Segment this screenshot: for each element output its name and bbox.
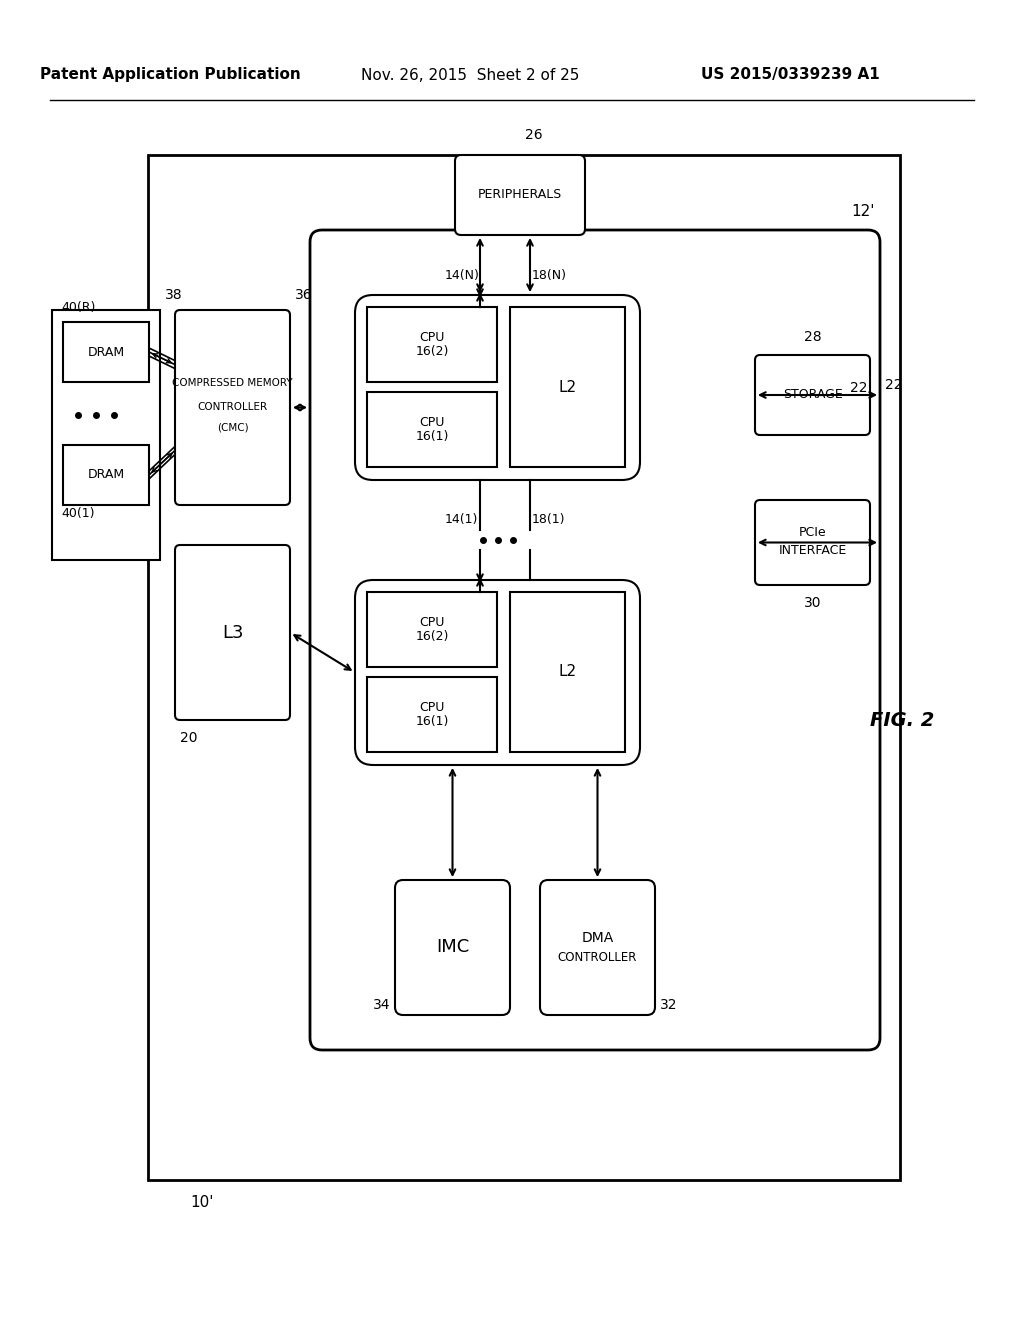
Text: 10': 10': [190, 1195, 213, 1210]
FancyBboxPatch shape: [355, 294, 640, 480]
Text: 12': 12': [852, 205, 874, 219]
FancyBboxPatch shape: [175, 310, 290, 506]
Bar: [63, 322, 150, 381]
Text: DRAM: DRAM: [87, 469, 125, 482]
FancyBboxPatch shape: [310, 230, 880, 1049]
Text: L2: L2: [558, 664, 577, 680]
Text: DMA: DMA: [582, 931, 613, 945]
Text: 16(2): 16(2): [416, 630, 449, 643]
Text: CPU: CPU: [419, 416, 444, 429]
Text: CPU: CPU: [419, 331, 444, 345]
Text: 30: 30: [804, 597, 821, 610]
Bar: [148, 154, 900, 1180]
Text: 18(1): 18(1): [532, 513, 565, 527]
Text: CPU: CPU: [419, 701, 444, 714]
Text: L2: L2: [558, 380, 577, 395]
Text: 16(2): 16(2): [416, 345, 449, 358]
Bar: [63, 445, 150, 506]
Text: 28: 28: [804, 330, 821, 345]
Text: DRAM: DRAM: [87, 346, 125, 359]
Text: 16(1): 16(1): [416, 430, 449, 444]
Text: CONTROLLER: CONTROLLER: [198, 403, 267, 412]
Text: 16(1): 16(1): [416, 715, 449, 729]
Text: 36: 36: [295, 288, 312, 302]
Text: IMC: IMC: [436, 939, 469, 957]
FancyBboxPatch shape: [395, 880, 510, 1015]
Bar: [510, 308, 625, 467]
Bar: [367, 392, 497, 467]
Bar: [510, 591, 625, 752]
Text: Patent Application Publication: Patent Application Publication: [40, 67, 300, 82]
Text: 38: 38: [165, 288, 182, 302]
Text: L3: L3: [222, 623, 244, 642]
Text: US 2015/0339239 A1: US 2015/0339239 A1: [700, 67, 880, 82]
Text: 32: 32: [660, 998, 678, 1012]
Text: 14(N): 14(N): [445, 268, 480, 281]
Text: STORAGE: STORAGE: [782, 388, 843, 401]
FancyBboxPatch shape: [355, 579, 640, 766]
Text: INTERFACE: INTERFACE: [778, 544, 847, 557]
Text: (CMC): (CMC): [217, 422, 248, 433]
Text: 18(N): 18(N): [532, 268, 567, 281]
Text: FIG. 2: FIG. 2: [870, 710, 934, 730]
Text: COMPRESSED MEMORY: COMPRESSED MEMORY: [172, 378, 293, 388]
Text: PERIPHERALS: PERIPHERALS: [478, 189, 562, 202]
Text: CONTROLLER: CONTROLLER: [558, 950, 637, 964]
Bar: [367, 591, 497, 667]
Text: 14(1): 14(1): [445, 513, 478, 527]
Text: 34: 34: [373, 998, 390, 1012]
Text: CPU: CPU: [419, 616, 444, 630]
Text: PCIe: PCIe: [799, 525, 826, 539]
FancyBboxPatch shape: [755, 500, 870, 585]
FancyBboxPatch shape: [455, 154, 585, 235]
Text: 40(1): 40(1): [61, 507, 94, 520]
FancyBboxPatch shape: [175, 545, 290, 719]
Bar: [52, 310, 160, 560]
Text: Nov. 26, 2015  Sheet 2 of 25: Nov. 26, 2015 Sheet 2 of 25: [360, 67, 580, 82]
Text: 26: 26: [525, 128, 543, 143]
Text: 20: 20: [180, 731, 198, 744]
FancyBboxPatch shape: [755, 355, 870, 436]
FancyBboxPatch shape: [540, 880, 655, 1015]
Bar: [367, 308, 497, 381]
Text: 40(R): 40(R): [61, 301, 95, 314]
Bar: [367, 677, 497, 752]
Text: 22: 22: [850, 380, 867, 395]
Text: 22: 22: [885, 378, 902, 392]
